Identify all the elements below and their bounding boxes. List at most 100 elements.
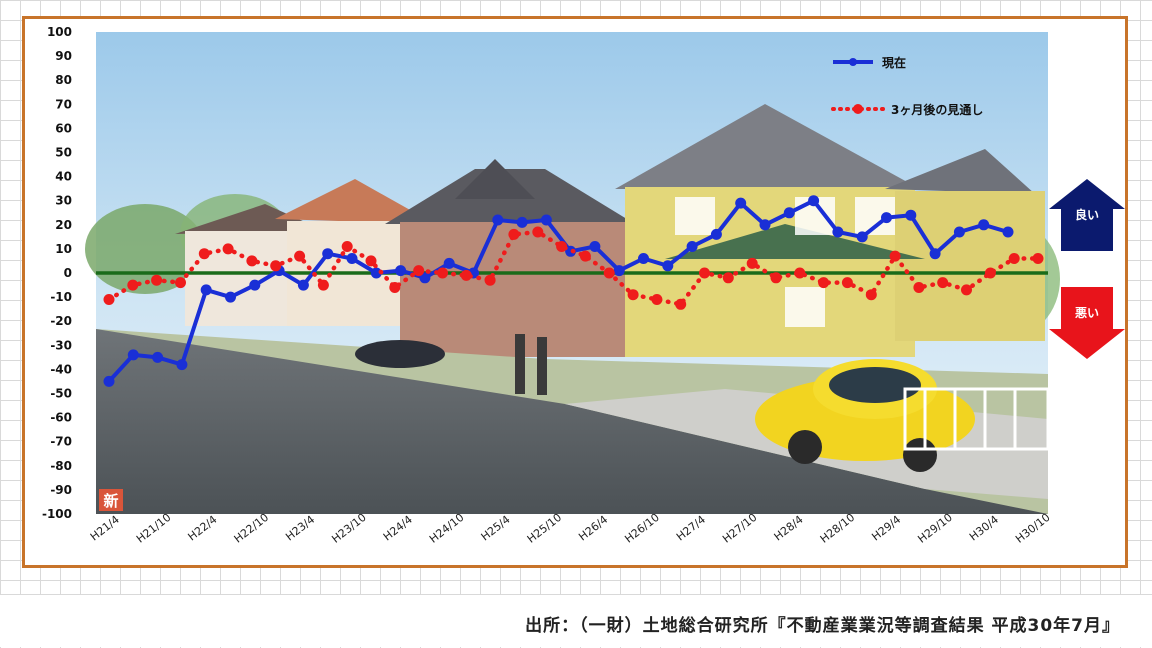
data-point bbox=[437, 267, 448, 279]
y-tick-label: 10 bbox=[55, 242, 72, 256]
x-tick-label: H25/4 bbox=[479, 513, 513, 544]
source-footer: 出所：（一財）土地総合研究所『不動産業業況等調査結果 平成30年7月』 bbox=[0, 594, 1152, 647]
data-point bbox=[856, 231, 868, 243]
data-point bbox=[565, 245, 577, 257]
good-arrow-badge: 良い bbox=[1049, 179, 1125, 251]
data-point bbox=[198, 248, 210, 260]
data-point bbox=[937, 277, 949, 289]
data-point bbox=[1002, 226, 1014, 238]
y-axis-ticks: 1009080706050403020100-10-20-30-40-50-60… bbox=[42, 25, 72, 521]
series-line-outlook bbox=[106, 229, 1041, 307]
data-point bbox=[443, 257, 455, 269]
y-tick-label: -40 bbox=[50, 362, 72, 376]
bad-arrow-badge: 悪い bbox=[1049, 287, 1125, 359]
data-point bbox=[794, 267, 806, 279]
x-tick-label: H29/10 bbox=[915, 511, 955, 546]
y-tick-label: -30 bbox=[50, 338, 72, 352]
data-point bbox=[1008, 253, 1020, 264]
data-point bbox=[389, 282, 401, 293]
data-point bbox=[484, 274, 496, 286]
data-point bbox=[735, 197, 747, 209]
y-tick-label: 70 bbox=[55, 97, 72, 111]
chart-svg: 新 1009080706050403020100-10-20-30-40-50-… bbox=[42, 25, 1125, 546]
data-point bbox=[770, 272, 782, 284]
data-point bbox=[579, 250, 591, 262]
y-tick-label: 0 bbox=[64, 266, 72, 280]
data-point bbox=[294, 250, 306, 262]
legend-item-outlook: 3ヶ月後の見通し bbox=[831, 102, 983, 117]
x-tick-label: H28/4 bbox=[772, 513, 806, 544]
y-tick-label: -70 bbox=[50, 435, 72, 449]
data-point bbox=[699, 267, 710, 279]
data-point bbox=[532, 226, 544, 238]
data-point bbox=[746, 257, 758, 269]
data-point bbox=[603, 267, 615, 279]
data-point bbox=[832, 226, 844, 238]
data-point bbox=[953, 226, 965, 238]
data-point bbox=[905, 209, 917, 221]
data-point bbox=[341, 241, 353, 252]
x-tick-label: H21/4 bbox=[88, 513, 122, 544]
y-tick-label: 90 bbox=[55, 49, 72, 63]
x-tick-label: H30/4 bbox=[967, 513, 1001, 544]
legend: 現在 3ヶ月後の見通し bbox=[831, 55, 983, 117]
y-tick-label: -90 bbox=[50, 483, 72, 497]
x-tick-label: H24/10 bbox=[427, 511, 467, 546]
y-tick-label: -50 bbox=[50, 387, 72, 401]
legend-item-current: 現在 bbox=[833, 55, 906, 70]
data-point bbox=[1032, 253, 1044, 264]
x-tick-label: H22/4 bbox=[186, 513, 220, 544]
data-point bbox=[638, 253, 649, 264]
data-point bbox=[127, 349, 139, 361]
y-tick-label: -100 bbox=[42, 507, 72, 521]
data-point bbox=[978, 219, 990, 231]
data-point bbox=[613, 265, 625, 277]
series-layer bbox=[103, 195, 1044, 387]
legend-label-current: 現在 bbox=[882, 55, 906, 70]
data-point bbox=[460, 269, 472, 281]
x-tick-label: H28/10 bbox=[818, 511, 858, 546]
x-tick-label: H26/10 bbox=[622, 511, 662, 546]
data-point bbox=[395, 265, 407, 277]
data-point bbox=[710, 228, 722, 240]
data-point bbox=[322, 248, 334, 260]
data-point bbox=[346, 253, 358, 264]
chart-frame: 新 100 90 80 70 60 50 40 30 20 10 0 -10 -20 -30 -40 -50-… bbox=[22, 16, 1128, 568]
source-citation: 出所：（一財）土地総合研究所『不動産業業況等調査結果 平成30年7月』 bbox=[525, 616, 1120, 636]
data-point bbox=[317, 279, 329, 291]
data-point bbox=[200, 284, 212, 296]
data-point bbox=[651, 294, 663, 305]
x-axis-ticks: H21/4 H21/10 H22/4 H22/10 H23/4 H23/10 H24/4 H2… bbox=[88, 511, 1053, 546]
data-point bbox=[222, 243, 234, 255]
data-point bbox=[818, 277, 830, 289]
data-point bbox=[175, 277, 186, 289]
data-point bbox=[865, 289, 877, 301]
data-point bbox=[841, 277, 853, 289]
new-stamp-icon: 新 bbox=[99, 489, 123, 511]
data-point bbox=[589, 241, 601, 252]
data-point bbox=[419, 272, 431, 284]
data-point bbox=[492, 214, 504, 226]
data-point bbox=[984, 267, 996, 279]
data-point bbox=[675, 298, 687, 310]
svg-text:新: 新 bbox=[103, 492, 118, 510]
data-point bbox=[881, 212, 892, 224]
data-point bbox=[152, 351, 164, 363]
x-tick-label: H30/10 bbox=[1013, 511, 1053, 546]
x-tick-label: H25/10 bbox=[525, 511, 565, 546]
data-point bbox=[249, 279, 261, 291]
data-point bbox=[246, 255, 258, 267]
y-tick-label: 60 bbox=[55, 121, 72, 135]
legend-label-outlook: 3ヶ月後の見通し bbox=[891, 102, 983, 117]
y-tick-label: 100 bbox=[47, 25, 72, 39]
data-point bbox=[722, 272, 734, 284]
data-point bbox=[961, 284, 972, 296]
y-tick-label: -20 bbox=[50, 314, 72, 328]
x-tick-label: H27/10 bbox=[720, 511, 760, 546]
data-point bbox=[913, 282, 925, 293]
x-tick-label: H23/4 bbox=[283, 513, 317, 544]
x-tick-label: H22/10 bbox=[232, 511, 272, 546]
data-point bbox=[297, 279, 309, 291]
y-tick-label: 30 bbox=[55, 194, 72, 208]
y-tick-label: -60 bbox=[50, 411, 72, 425]
